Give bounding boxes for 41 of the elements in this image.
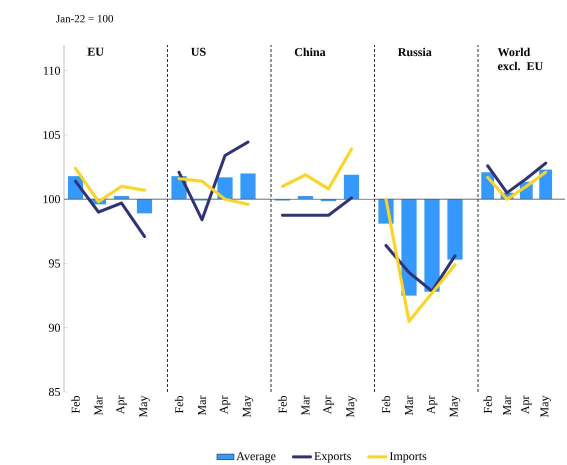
x-tick-label: Apr	[426, 396, 438, 414]
bar	[539, 170, 552, 200]
y-tick-label: 105	[44, 130, 60, 139]
x-tick-label: Feb	[382, 396, 390, 414]
line-series	[74, 180, 146, 238]
x-tick-label: Mar	[94, 396, 102, 416]
x-tick-label: Apr	[323, 396, 334, 414]
chart-title: Russia	[398, 48, 432, 56]
bar	[114, 196, 130, 200]
y-tick-label: 110	[44, 66, 60, 75]
x-tick-label: Mar	[198, 396, 206, 416]
chart-title: China	[294, 48, 326, 56]
y-tick-label: 95	[48, 259, 60, 268]
x-tick-label: Apr	[220, 396, 230, 414]
chart-title: EU	[87, 48, 104, 56]
x-tick-label: Mar	[405, 396, 413, 416]
x-tick-label: May	[139, 396, 150, 418]
x-tick-label: Apr	[521, 396, 532, 414]
x-tick-label: May	[450, 396, 460, 418]
x-tick-label: May	[540, 396, 551, 418]
y-tick-label: 100	[44, 195, 60, 204]
x-tick-label: Feb	[71, 396, 80, 414]
y-tick-label: 90	[48, 324, 60, 332]
line-series	[74, 166, 146, 204]
x-tick-label: Apr	[116, 396, 127, 414]
legend-label: Average	[236, 452, 276, 463]
legend-label: Exports	[314, 452, 351, 463]
x-tick-label: Mar	[302, 396, 310, 416]
bar	[136, 199, 152, 214]
x-tick-label: Feb	[483, 396, 492, 414]
x-tick-label: May	[346, 396, 357, 418]
chart-title: US	[191, 48, 206, 56]
x-tick-label: May	[242, 396, 254, 418]
bar	[240, 174, 256, 200]
y-tick-label: 85	[48, 388, 60, 396]
y-axis-title: Jan-22 = 100	[56, 14, 114, 22]
x-tick-label: Feb	[174, 396, 184, 414]
legend-label: Imports	[390, 452, 426, 463]
x-tick-label: Feb	[278, 396, 287, 414]
x-tick-label: Mar	[503, 396, 511, 416]
text: World excl. EU	[498, 48, 543, 70]
